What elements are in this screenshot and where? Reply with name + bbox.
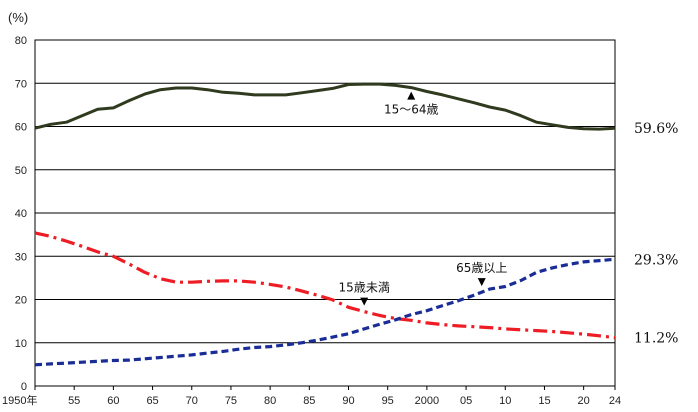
y-tick-label: 80 (15, 35, 27, 47)
y-tick-label: 70 (15, 78, 27, 90)
y-tick-label: 20 (15, 295, 27, 307)
y-axis-unit-label: (%) (8, 10, 28, 25)
series-name-label: 65歳以上 (456, 261, 507, 275)
y-tick-label: 40 (15, 208, 27, 220)
x-tick-label: 24 (609, 395, 621, 407)
x-tick-label: 05 (460, 395, 472, 407)
x-tick-label: 90 (342, 395, 354, 407)
x-tick-label: 20 (578, 395, 590, 407)
x-tick-label: 2000 (415, 395, 439, 407)
x-tick-label: 55 (68, 395, 80, 407)
x-tick-label: 85 (303, 395, 315, 407)
y-tick-label: 30 (15, 251, 27, 263)
series-line-3 (34, 257, 616, 367)
y-tick-label: 50 (15, 165, 27, 177)
series-line-2 (34, 231, 616, 340)
series-name-label: 15～64歳 (384, 103, 439, 117)
series-name-label: 15歳未満 (339, 281, 390, 295)
series-line-1 (34, 82, 616, 131)
end-value-label: 11.2% (634, 331, 678, 347)
x-tick-label: 80 (264, 395, 276, 407)
x-tick-label: 10 (499, 395, 511, 407)
series-layer (34, 82, 616, 367)
series-annotations: 15～64歳 15歳未満 65歳以上 (339, 91, 507, 306)
x-tick-label: 65 (146, 395, 158, 407)
end-value-labels: 59.6% 11.2% 29.3% (634, 121, 678, 346)
x-tick-label: 1950年 (2, 393, 37, 407)
y-tick-label: 10 (15, 338, 27, 350)
end-value-label: 29.3% (634, 252, 678, 268)
x-tick-label: 95 (382, 395, 394, 407)
x-tick-label: 70 (186, 395, 198, 407)
annotation-marker (477, 278, 486, 287)
end-value-label: 59.6% (634, 121, 678, 137)
annotation-marker (360, 297, 369, 306)
grid (35, 82, 615, 344)
y-axis-ticks: 0 10 20 30 40 50 60 70 80 (15, 35, 27, 393)
x-tick-label: 75 (225, 395, 237, 407)
x-tick-label: 60 (107, 395, 119, 407)
plot-frame (34, 39, 616, 387)
y-tick-label: 0 (21, 381, 27, 393)
annotation-marker (407, 91, 416, 100)
y-tick-label: 60 (15, 122, 27, 134)
x-axis-ticks: 1950年 55 60 65 70 75 80 85 90 95 2000 05 10 15 20 24 (2, 386, 621, 407)
x-tick-label: 15 (538, 395, 550, 407)
